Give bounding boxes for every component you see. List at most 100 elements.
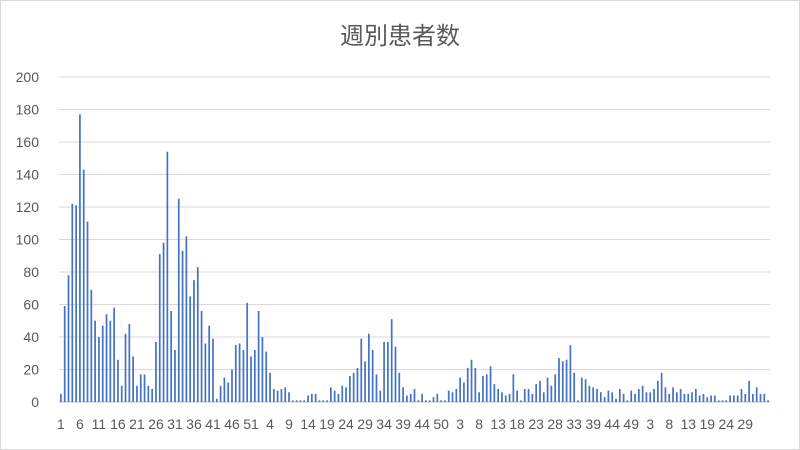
y-tick-label: 20 (23, 362, 39, 378)
bar (250, 356, 252, 402)
bar (736, 395, 739, 402)
bar (463, 382, 465, 402)
bar (611, 392, 614, 402)
bar (615, 398, 617, 402)
bar (675, 392, 678, 402)
bar (390, 319, 393, 402)
bar (523, 389, 526, 402)
bar (622, 393, 625, 402)
x-tick-label: 9 (285, 416, 293, 432)
bar (101, 325, 104, 402)
bar (67, 275, 70, 402)
bar (641, 385, 644, 402)
bar (314, 393, 317, 402)
bar (428, 400, 431, 402)
bar (326, 400, 328, 402)
bar (596, 389, 598, 402)
bar (398, 372, 401, 402)
bar (653, 389, 655, 402)
bar (261, 337, 264, 402)
bar (394, 346, 397, 402)
bar (550, 385, 553, 402)
bar (352, 372, 355, 402)
bar (554, 374, 557, 402)
bar (493, 384, 496, 402)
bar (105, 314, 108, 402)
x-tick-label: 11 (92, 416, 107, 432)
bar (539, 380, 541, 402)
bar (729, 395, 731, 402)
x-tick-label: 49 (623, 416, 639, 432)
bar (139, 374, 142, 402)
bar (136, 385, 138, 402)
bar (79, 114, 81, 402)
bar (174, 350, 176, 402)
y-tick-label: 100 (16, 232, 40, 248)
bar (668, 393, 671, 402)
x-tick-label: 21 (129, 416, 145, 432)
x-tick-label: 31 (167, 416, 183, 432)
bar (698, 395, 701, 402)
bar (740, 389, 743, 402)
bar (295, 400, 298, 402)
bar (155, 341, 157, 402)
bar (215, 398, 218, 402)
bar (721, 400, 724, 402)
bar (618, 389, 621, 402)
x-tick-label: 23 (528, 416, 544, 432)
bar (299, 400, 302, 402)
bar (117, 359, 119, 402)
bar (752, 393, 754, 402)
x-tick-label: 4 (266, 416, 274, 432)
bar (253, 350, 256, 402)
bar (387, 341, 389, 402)
bar (535, 384, 538, 402)
bar (345, 387, 347, 402)
bar (588, 385, 591, 402)
bar (573, 372, 576, 402)
bar (189, 296, 192, 402)
x-tick-label: 1 (57, 416, 65, 432)
bar (451, 392, 454, 402)
x-tick-label: 24 (338, 416, 354, 432)
bar (86, 221, 89, 402)
bar (166, 151, 169, 402)
bar (436, 393, 439, 402)
bar (406, 395, 408, 402)
bar (307, 395, 309, 402)
x-tick-label: 51 (243, 416, 259, 432)
bar (447, 390, 450, 402)
x-axis-ticks: 1 6 11 16 21 26 31 36 41 46 51 4 9 14 19 24 29 34 39 44 50 3 8… (57, 416, 753, 432)
bar (257, 311, 260, 402)
bar (196, 267, 199, 402)
bar (512, 374, 515, 402)
bar (710, 395, 712, 402)
y-tick-label: 60 (23, 297, 39, 313)
bar (284, 387, 287, 402)
bar (368, 333, 370, 402)
bar (200, 311, 203, 402)
bar (402, 387, 404, 402)
bar (470, 359, 473, 402)
bar (272, 389, 275, 402)
x-tick-label: 34 (376, 416, 392, 432)
bar (474, 367, 477, 402)
x-tick-label: 39 (585, 416, 601, 432)
bar (527, 389, 530, 402)
bar (246, 302, 249, 402)
bar (432, 397, 435, 402)
chart-title: 週別患者数 (340, 22, 460, 50)
bar (501, 392, 503, 402)
bar (265, 351, 268, 402)
bar (664, 387, 667, 402)
bar (75, 205, 77, 402)
bar (310, 393, 313, 402)
bar (504, 395, 507, 402)
bar (485, 374, 488, 402)
x-tick-label: 46 (224, 416, 240, 432)
bar (755, 387, 758, 402)
bar (748, 380, 750, 402)
bar (219, 385, 222, 402)
bar (717, 400, 720, 402)
